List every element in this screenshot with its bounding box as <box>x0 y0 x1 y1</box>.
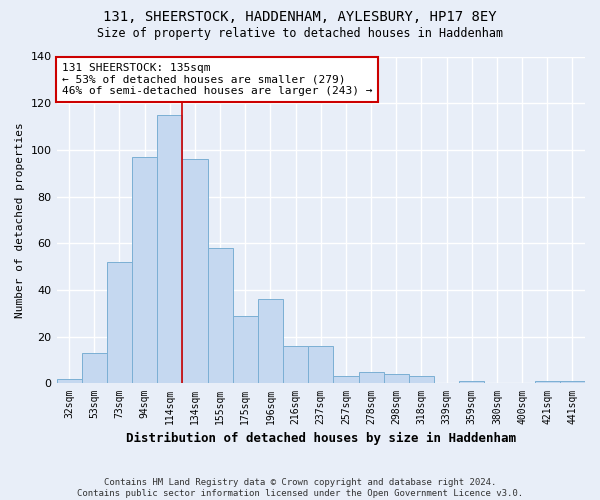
Bar <box>82 353 107 384</box>
Bar <box>308 346 334 384</box>
Bar <box>258 300 283 384</box>
Bar <box>157 115 182 384</box>
Bar <box>56 379 82 384</box>
Bar <box>383 374 409 384</box>
Bar <box>459 381 484 384</box>
Bar <box>560 381 585 384</box>
Bar <box>283 346 308 384</box>
Bar <box>535 381 560 384</box>
Text: 131 SHEERSTOCK: 135sqm
← 53% of detached houses are smaller (279)
46% of semi-de: 131 SHEERSTOCK: 135sqm ← 53% of detached… <box>62 63 373 96</box>
Text: 131, SHEERSTOCK, HADDENHAM, AYLESBURY, HP17 8EY: 131, SHEERSTOCK, HADDENHAM, AYLESBURY, H… <box>103 10 497 24</box>
Bar <box>182 160 208 384</box>
Bar <box>334 376 359 384</box>
Bar <box>233 316 258 384</box>
Bar <box>409 376 434 384</box>
Bar <box>359 372 383 384</box>
Text: Size of property relative to detached houses in Haddenham: Size of property relative to detached ho… <box>97 28 503 40</box>
Text: Contains HM Land Registry data © Crown copyright and database right 2024.
Contai: Contains HM Land Registry data © Crown c… <box>77 478 523 498</box>
Y-axis label: Number of detached properties: Number of detached properties <box>15 122 25 318</box>
Bar <box>208 248 233 384</box>
Bar <box>132 157 157 384</box>
Bar <box>107 262 132 384</box>
X-axis label: Distribution of detached houses by size in Haddenham: Distribution of detached houses by size … <box>126 432 516 445</box>
